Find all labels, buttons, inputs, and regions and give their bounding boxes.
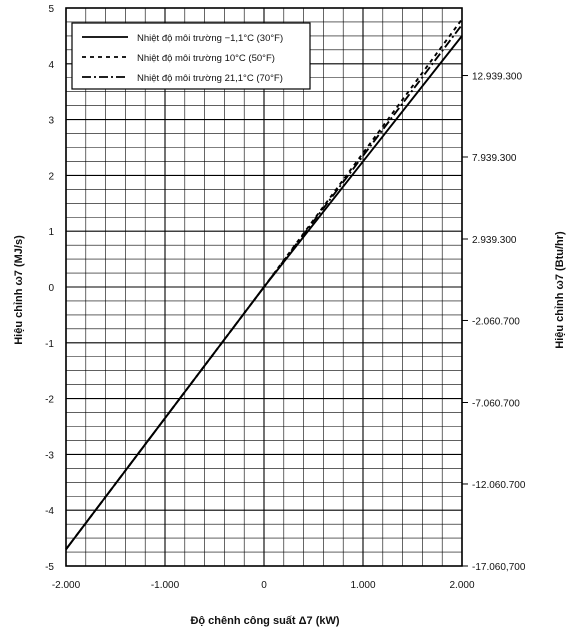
y-tick-label: -1 [45, 339, 54, 350]
x-tick-label: 1.000 [350, 580, 375, 591]
x-tick-label: 0 [261, 580, 267, 591]
y2-tick-label: -12.060.700 [472, 480, 526, 491]
y-tick-labels: -5 -4 -3 -2 -1 0 1 2 3 4 5 [45, 4, 54, 573]
x-tick-label: -1.000 [151, 580, 180, 591]
plot-frame [65, 7, 463, 567]
y-tick-label: 5 [48, 4, 54, 15]
legend-box [71, 22, 311, 90]
y2-tick-labels: 12.939.300 7.939.300 2.939.300 -2.060.700 -7… [462, 72, 526, 573]
y2-axis-title: Hiệu chỉnh ω7 (Btu/hr) [554, 231, 566, 349]
y-tick-label: -3 [45, 450, 54, 461]
grid [65, 7, 463, 567]
y-tick-label: -5 [45, 562, 54, 573]
x-tick-label: 2.000 [449, 580, 474, 591]
x-tick-labels: -2.000 -1.000 0 1.000 2.000 [52, 580, 475, 591]
legend-label-50f: Nhiệt độ môi trường 10°C (50°F) [137, 53, 275, 64]
series-lines [65, 18, 463, 550]
y2-tick-label: 7.939.300 [472, 153, 517, 164]
x-tick-label: -2.000 [52, 580, 81, 591]
y2-tick-label: -2.060.700 [472, 316, 520, 327]
y-tick-label: 4 [48, 60, 54, 71]
legend-label-30f: Nhiệt độ môi trường −1,1°C (30°F) [137, 33, 283, 44]
legend: Nhiệt độ môi trường −1,1°C (30°F) Nhiệt … [71, 22, 311, 90]
y-tick-label: 0 [48, 283, 54, 294]
y2-tick-label: -17.060,700 [472, 562, 526, 573]
legend-label-70f: Nhiệt độ môi trường 21,1°C (70°F) [137, 73, 283, 84]
y2-tick-label: 2.939.300 [472, 235, 517, 246]
y-tick-label: 2 [48, 171, 54, 182]
y2-tick-label: 12.939.300 [472, 72, 522, 83]
x-axis-title: Độ chênh công suất Δ7 (kW) [190, 615, 339, 627]
y-tick-label: 3 [48, 116, 54, 127]
y2-tick-label: -7.060.700 [472, 399, 520, 410]
y-tick-label: -2 [45, 395, 54, 406]
series-line-70f [65, 24, 463, 550]
y-axis-title: Hiệu chỉnh ω7 (MJ/s) [13, 235, 25, 345]
y-tick-label: -4 [45, 506, 54, 517]
y-tick-label: 1 [48, 227, 54, 238]
